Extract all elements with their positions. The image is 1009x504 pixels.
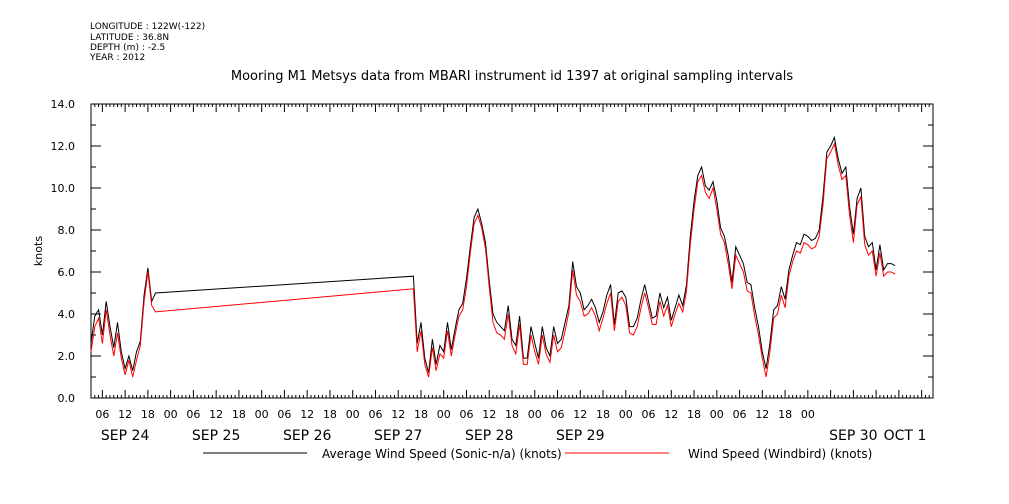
x-hour-label: 18: [141, 408, 155, 421]
x-day-label: SEP 25: [192, 428, 240, 444]
x-day-label: OCT 1: [884, 428, 927, 444]
x-hour-label: 00: [710, 408, 724, 421]
series-line-sonic: [90, 135, 896, 373]
y-tick-label: 6.0: [58, 266, 76, 279]
x-day-label: SEP 29: [556, 428, 604, 444]
x-hour-label: 06: [95, 408, 109, 421]
y-axis-label: knots: [32, 236, 45, 266]
x-hour-label: 12: [391, 408, 405, 421]
y-tick-label: 0.0: [58, 392, 76, 405]
x-hour-label: 00: [801, 408, 815, 421]
year-label: YEAR : 2012: [89, 53, 145, 63]
x-hour-label: 00: [164, 408, 178, 421]
x-hour-label: 06: [642, 408, 656, 421]
x-hour-label: 00: [528, 408, 542, 421]
x-hour-label: 00: [437, 408, 451, 421]
depth-label: DEPTH (m) : -2.5: [90, 43, 165, 53]
x-day-label: SEP 27: [374, 428, 422, 444]
x-hour-label: 12: [118, 408, 132, 421]
x-hour-label: 12: [209, 408, 223, 421]
x-hour-label: 18: [596, 408, 610, 421]
x-day-label: SEP 30: [829, 428, 877, 444]
x-hour-label: 12: [755, 408, 769, 421]
y-tick-label: 4.0: [58, 308, 76, 321]
x-day-label: SEP 26: [283, 428, 332, 444]
x-day-label: SEP 28: [465, 428, 513, 444]
x-hour-label: 12: [573, 408, 587, 421]
x-hour-label: 18: [323, 408, 337, 421]
x-hour-label: 06: [368, 408, 382, 421]
series-line-windbird: [90, 142, 896, 378]
y-tick-label: 14.0: [51, 98, 76, 111]
x-hour-label: 00: [619, 408, 633, 421]
plot-frame: [90, 103, 934, 399]
latitude-label: LATITUDE : 36.8N: [90, 33, 169, 43]
legend: Average Wind Speed (Sonic-n/a) (knots) W…: [203, 447, 872, 461]
x-hour-label: 18: [232, 408, 246, 421]
x-hour-label: 06: [277, 408, 291, 421]
x-hour-label: 18: [505, 408, 519, 421]
plot-area: 0.0 2.0 4.0 6.0 8.0 10.0 12.0 14.0 06 12 18 00 06 12 1…: [51, 98, 934, 444]
x-day-label: SEP 24: [101, 428, 150, 444]
x-hour-label: 12: [482, 408, 496, 421]
y-tick-label: 12.0: [51, 140, 76, 153]
y-tick-label: 8.0: [58, 224, 76, 237]
x-hour-label: 18: [687, 408, 701, 421]
x-hour-label: 06: [459, 408, 473, 421]
x-hour-label: 06: [186, 408, 200, 421]
y-tick-label: 2.0: [58, 350, 76, 363]
chart-title: Mooring M1 Metsys data from MBARI instru…: [231, 69, 793, 84]
x-hour-label: 12: [300, 408, 314, 421]
x-hour-label: 00: [255, 408, 269, 421]
x-hour-label: 06: [551, 408, 565, 421]
legend-label-sonic: Average Wind Speed (Sonic-n/a) (knots): [322, 447, 562, 461]
y-tick-label: 10.0: [51, 182, 76, 195]
legend-label-windbird: Wind Speed (Windbird) (knots): [688, 447, 872, 461]
longitude-label: LONGITUDE : 122W(-122): [90, 22, 205, 32]
x-hour-label: 06: [733, 408, 747, 421]
x-hour-label: 12: [664, 408, 678, 421]
x-hour-label: 18: [778, 408, 792, 421]
x-hour-label: 00: [346, 408, 360, 421]
x-hour-label: 18: [414, 408, 428, 421]
